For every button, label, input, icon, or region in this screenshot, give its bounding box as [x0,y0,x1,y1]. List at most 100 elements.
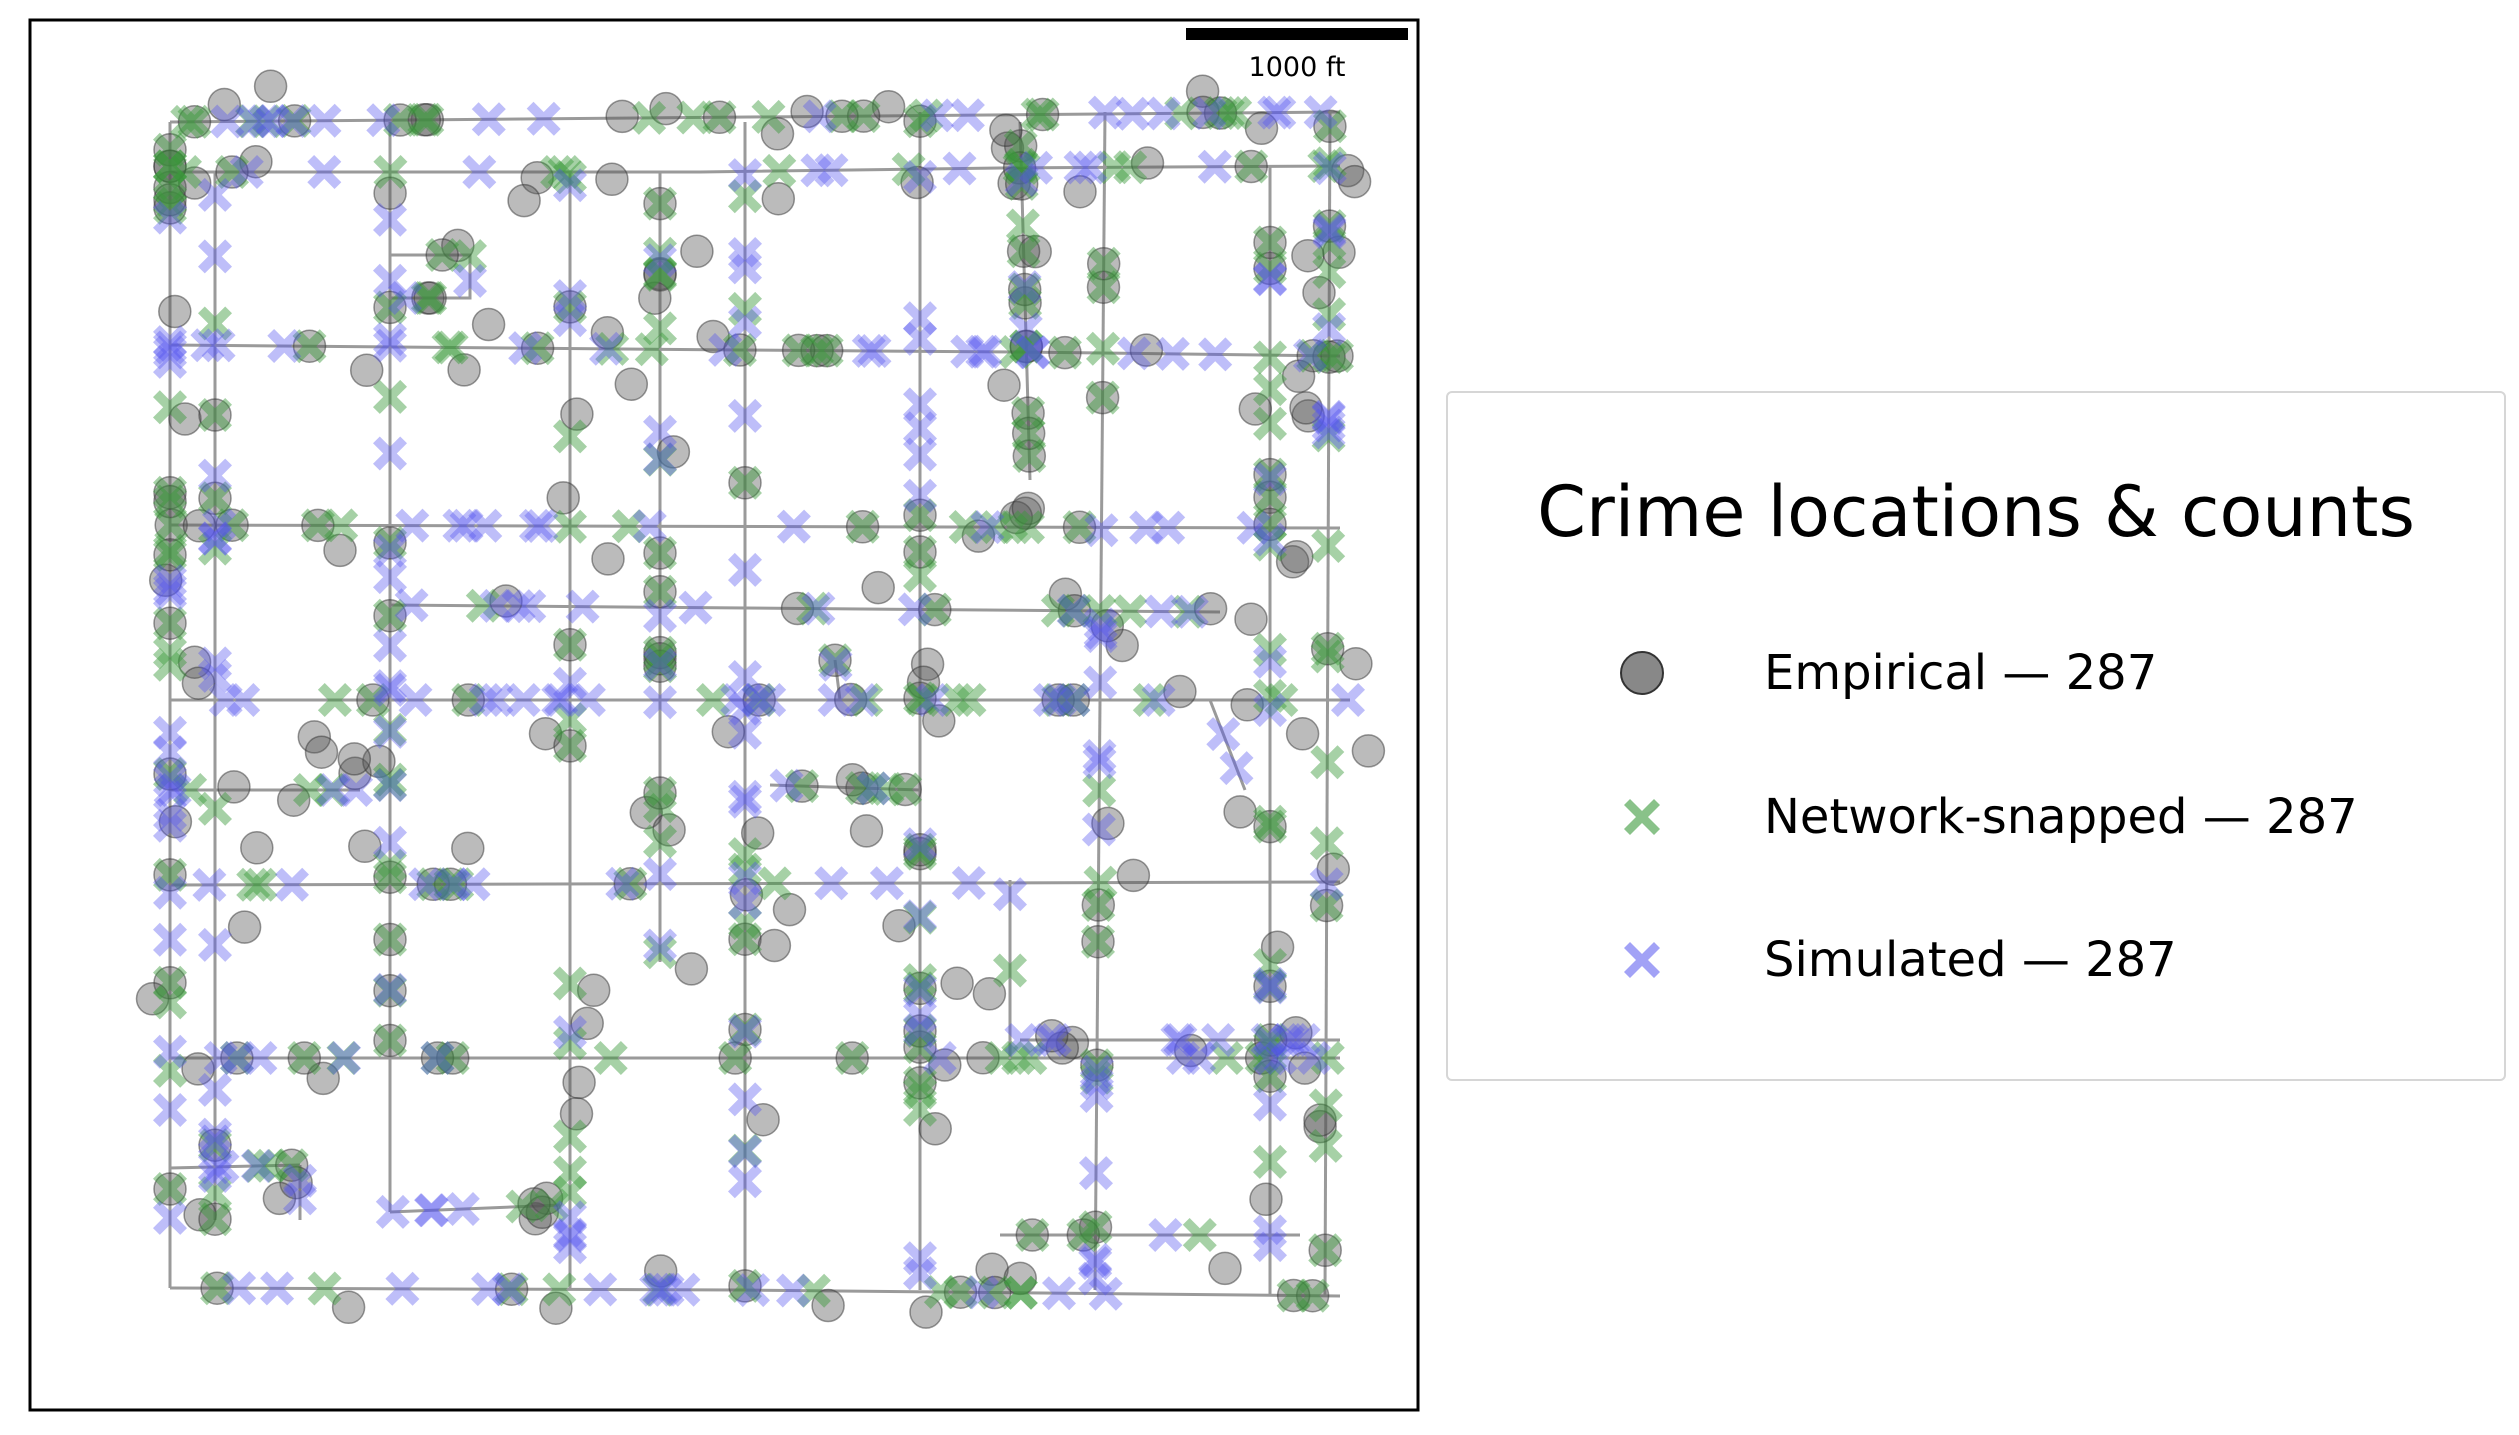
legend-item-simulated: Simulated — 287 [1448,920,2504,1000]
snapped-point [718,1041,753,1075]
empirical-point [287,1041,322,1075]
simulated-point [643,647,677,682]
simulated-point [965,334,1000,369]
simulated-point [1083,665,1118,700]
simulated-point [198,1124,232,1159]
empirical-point [220,1041,254,1075]
snapped-point [643,536,677,570]
snapped-point [870,771,905,806]
empirical-point [153,757,187,791]
snapped-point [595,331,630,366]
empirical-point [356,683,390,717]
snapped-point [300,508,335,543]
empirical-point [614,367,649,401]
snapped-point [198,481,232,516]
simulated-point [583,1272,618,1307]
empirical-point [1056,683,1091,717]
simulated-point [1148,1218,1183,1252]
snapped-point [1312,297,1347,332]
snapped-point [355,683,390,717]
snapped-point [383,103,418,137]
snapped-point [903,681,937,716]
snapped-point [1007,272,1042,307]
simulated-point [192,867,227,902]
empirical-point [1011,396,1045,430]
simulated-point [728,1164,762,1199]
snapped-point [153,606,187,641]
snapped-point [1309,888,1344,923]
snapped-point [1320,339,1354,373]
snapped-point [1234,149,1269,184]
snapped-point [1253,1029,1287,1064]
snapped-point [722,333,757,367]
simulated-point [1275,1023,1310,1057]
simulated-point [198,1159,232,1193]
snapped-point [153,182,187,217]
empirical-point [1081,888,1116,922]
simulated-point [1174,594,1209,629]
snapped-point [1312,146,1347,181]
simulated-point [373,533,407,568]
simulated-point [153,773,188,807]
simulated-point [1016,335,1051,370]
snapped-point [903,558,937,593]
simulated-point [903,1256,937,1291]
snapped-point [979,510,1014,545]
simulated-point [373,768,407,803]
empirical-point [674,952,709,986]
simulated-point [993,877,1027,912]
empirical-point [451,683,486,717]
simulated-point [553,303,587,338]
snapped-point [154,508,189,542]
snapped-point [1253,1023,1288,1057]
snapped-point [993,953,1027,988]
simulated-point [903,1241,937,1276]
empirical-point [656,435,691,469]
snapped-point [1276,1278,1311,1313]
snapped-point [1312,255,1347,289]
snapped-point [1312,226,1347,261]
simulated-point [1155,336,1190,371]
empirical-point [903,535,937,569]
empirical-point [1011,491,1046,526]
street-segment [1093,111,1107,1291]
empirical-point [1320,339,1354,373]
snapped-point [1308,1128,1343,1163]
snapped-point [1002,150,1037,185]
empirical-point [1003,1261,1037,1296]
empirical-point [560,397,594,431]
snapped-point [1253,527,1287,562]
empirical-point [200,1271,234,1305]
simulated-point [1303,95,1338,130]
simulated-point [388,281,422,315]
simulated-point [198,521,232,556]
simulated-point [950,98,985,133]
empirical-point [148,563,183,598]
empirical-point [435,1041,470,1075]
simulated-point [942,151,977,186]
snapped-point [153,170,187,205]
simulated-point [814,866,849,901]
simulated-point [198,1072,232,1107]
simulated-point [255,104,290,139]
snapped-point [1003,128,1038,163]
snapped-point [293,773,327,807]
empirical-point [570,1006,604,1041]
snapped-point [373,860,407,895]
empirical-point [153,484,187,519]
empirical-point [1253,507,1287,542]
snapped-point [796,1273,831,1308]
empirical-point [1322,235,1356,270]
snapped-point [1253,480,1287,515]
empirical-point [961,519,996,553]
snapped-point [1218,95,1253,130]
simulated-point [153,335,187,370]
simulated-point [1088,1276,1123,1311]
snapped-point [1003,1275,1038,1310]
empirical-point [1055,1025,1090,1060]
simulated-point [198,927,232,962]
snapped-point [643,186,677,221]
simulated-point [524,509,559,543]
empirical-point [1238,392,1273,426]
simulated-point [453,263,487,298]
